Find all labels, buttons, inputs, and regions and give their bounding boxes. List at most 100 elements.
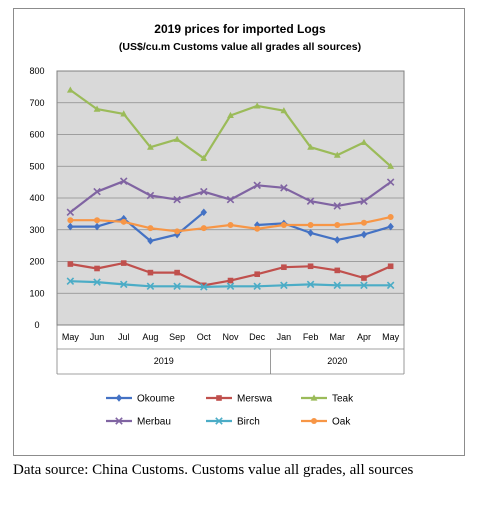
data-point-teak xyxy=(120,110,128,117)
marker-stroke xyxy=(280,281,288,290)
data-point-merbau xyxy=(173,195,181,204)
data-point-merswa xyxy=(94,265,100,272)
data-point-okoume xyxy=(147,237,154,245)
data-point-birch xyxy=(146,282,155,291)
data-point-birch xyxy=(226,282,235,291)
x-tick-label: Aug xyxy=(142,332,158,342)
marker-stroke xyxy=(93,278,101,286)
chart-subtitle: (US$/cu.m Customs value all grades all s… xyxy=(119,41,361,53)
legend-swatch-marker xyxy=(310,394,318,401)
legend-label: Okoume xyxy=(137,394,175,405)
data-point-merswa xyxy=(147,269,154,276)
marker-stroke xyxy=(306,197,315,205)
data-point-birch xyxy=(280,281,288,290)
data-point-merbau xyxy=(306,197,315,205)
legend-item-merbau: Merbau xyxy=(106,417,171,428)
marker-stroke xyxy=(66,277,75,285)
marker-stroke xyxy=(146,191,155,200)
data-point-merswa xyxy=(201,282,207,289)
data-point-merbau xyxy=(93,187,101,196)
chart-frame: 2019 prices for imported Logs (US$/cu.m … xyxy=(13,8,465,456)
legend-swatch-marker xyxy=(216,395,222,401)
data-point-oak xyxy=(334,221,341,228)
data-point-merswa xyxy=(334,267,341,274)
legend-swatch-marker xyxy=(115,394,123,402)
y-tick-label: 200 xyxy=(29,257,44,267)
marker-stroke xyxy=(200,283,208,291)
data-point-teak xyxy=(360,138,368,146)
data-point-okoume xyxy=(93,222,101,231)
data-point-oak xyxy=(387,214,394,221)
legend: Okoume Merswa Teak Merbau Birch Oak xyxy=(106,394,354,428)
x-tick-label: May xyxy=(62,332,80,342)
data-point-teak xyxy=(387,162,395,169)
legend-swatch-marker xyxy=(215,417,223,425)
series-lines xyxy=(66,86,395,291)
data-point-oak xyxy=(94,217,101,224)
x-tick-label: Jan xyxy=(277,332,292,342)
data-point-teak xyxy=(93,105,101,112)
data-point-merbau xyxy=(333,202,342,210)
data-point-merswa xyxy=(227,277,234,284)
data-point-oak xyxy=(147,225,154,232)
marker-stroke xyxy=(253,181,261,190)
axes: 0 100 200 300 400 500 600 700 800 May Jun Jul Aug Sep… xyxy=(29,66,405,375)
marker-stroke xyxy=(386,281,395,290)
data-point-oak xyxy=(67,217,74,224)
data-point-oak xyxy=(120,218,127,225)
data-point-okoume xyxy=(307,229,314,237)
data-source-caption: Data source: China Customs. Customs valu… xyxy=(13,462,414,478)
series-line-okoume xyxy=(257,222,392,241)
marker-stroke xyxy=(360,281,368,290)
marker-stroke xyxy=(173,195,181,204)
data-point-teak xyxy=(333,151,341,158)
data-point-okoume xyxy=(360,230,368,239)
marker-stroke xyxy=(200,187,208,196)
marker-stroke xyxy=(280,184,288,192)
data-point-birch xyxy=(93,278,101,286)
data-point-okoume xyxy=(120,214,127,223)
y-tick-label: 600 xyxy=(29,130,44,140)
legend-item-birch: Birch xyxy=(206,417,260,428)
data-point-okoume xyxy=(173,230,181,239)
y-tick-label: 500 xyxy=(29,161,44,171)
data-point-teak xyxy=(200,154,208,161)
legend-item-oak: Oak xyxy=(301,417,351,428)
data-point-birch xyxy=(66,277,75,285)
data-point-merswa xyxy=(281,264,287,271)
marker-stroke xyxy=(333,281,342,290)
data-point-oak xyxy=(254,225,261,232)
data-point-merswa xyxy=(307,263,314,270)
y-tick-label: 100 xyxy=(29,288,44,298)
x-tick-label: Feb xyxy=(303,332,319,342)
marker-stroke xyxy=(360,197,368,205)
data-point-merswa xyxy=(120,260,127,266)
y-tick-label: 800 xyxy=(29,66,44,76)
data-point-merswa xyxy=(174,269,180,276)
data-point-teak xyxy=(280,107,288,114)
x-tick-label: Mar xyxy=(330,332,346,342)
marker-stroke xyxy=(253,282,261,291)
y-tick-label: 700 xyxy=(29,98,44,108)
x-tick-label: May xyxy=(382,332,400,342)
data-point-birch xyxy=(253,282,261,291)
data-point-merswa xyxy=(254,271,260,277)
data-point-merbau xyxy=(66,208,75,217)
year-label: 2020 xyxy=(327,356,347,366)
series-oak xyxy=(67,214,394,235)
data-point-teak xyxy=(147,143,154,150)
data-point-birch xyxy=(306,280,315,289)
marker-stroke xyxy=(226,195,235,204)
marker-stroke xyxy=(146,282,155,291)
x-tick-label: Apr xyxy=(357,332,371,342)
x-tick-label: Oct xyxy=(197,332,212,342)
legend-swatch-marker xyxy=(311,418,317,424)
data-point-oak xyxy=(360,219,367,226)
x-tick-label: Jun xyxy=(90,332,105,342)
series-merswa xyxy=(67,260,394,289)
legend-item-teak: Teak xyxy=(301,394,354,405)
series-birch xyxy=(66,277,395,291)
legend-label: Teak xyxy=(332,394,354,405)
data-point-teak xyxy=(227,111,234,119)
data-point-oak xyxy=(280,221,287,228)
